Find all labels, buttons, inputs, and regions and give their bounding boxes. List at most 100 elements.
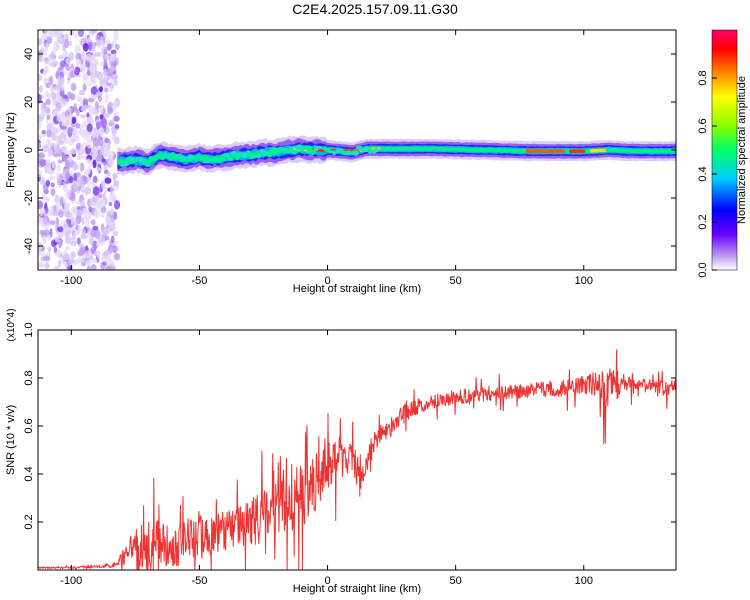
spectrogram-cell [93,208,101,219]
spectrogram-cell [113,200,121,210]
spectrogram-cell [41,103,46,108]
spectrogram-y-axis: -40 -20 0 20 40 [23,48,676,254]
spectrogram-cell [67,257,75,264]
spectrogram-cell [43,77,48,83]
colorbar-tick-label: 0.0 [697,262,709,277]
spectrogram-cell [180,155,187,161]
spectrogram-cell [101,82,107,88]
spectrogram-cell [87,80,92,87]
spectrogram-cell [82,83,87,92]
spectrogram-cell [80,114,87,119]
spectrogram-cell [94,61,99,67]
spectrogram-cell [81,234,88,239]
spectrogram-cell [108,157,115,167]
spectrogram-cell [39,158,46,167]
spectrogram-cell [38,94,42,104]
y-tick-label: 0.4 [23,466,35,481]
spectrogram-cell [92,186,100,196]
y-tick-label: -40 [23,238,35,254]
colorbar-tick-label: 0.4 [697,166,709,181]
spectrogram-cell [47,165,51,174]
spectrogram-cell [65,245,71,251]
spectrogram-cell [43,42,50,48]
spectrogram-cell [40,109,47,118]
spectrogram-cell [97,71,103,80]
colorbar-tick-label: 0.6 [697,118,709,133]
spectrogram-cell [68,155,73,163]
spectrogram-cell [84,250,91,259]
spectrogram-cell [41,194,46,202]
spectrogram-cell [75,122,81,129]
spectrogram-cell [102,191,106,202]
spectrogram-cell [104,93,109,103]
spectrogram-cell [50,182,55,188]
spectrogram-cell [42,255,50,261]
spectrogram-cell [83,129,88,135]
snr-y-label: SNR (10 * v/v) [5,405,17,475]
spectrogram-cell [104,177,112,184]
spectrogram-cell [96,154,103,162]
spectrogram-cell [58,139,65,146]
spectrogram-cell [95,242,102,247]
colorbar-label: Normalized spectral amplitude [736,76,748,224]
spectrogram-cell [112,172,117,182]
spectrogram-cell [92,175,98,183]
spectrogram-cell [80,50,85,61]
spectrogram-cell [84,219,90,229]
spectrogram-cell [65,159,71,167]
spectrogram-cell [60,146,67,152]
spectrogram-cell [50,188,56,197]
y-tick-label: 0.6 [23,418,35,433]
x-tick-label: -50 [191,575,207,587]
spectrogram-cell [70,149,74,154]
spectrogram-cell [55,72,59,80]
spectrogram-cell [76,237,81,245]
spectrogram-cell [95,121,101,129]
colorbar-ticks: 0.0 0.2 0.4 0.6 0.8 [697,70,717,278]
y-tick-label: 20 [23,96,35,108]
spectrogram-cell [66,71,71,79]
spectrogram-cell [223,153,230,157]
spectrogram-cell [64,192,72,199]
colorbar-gradient [711,29,738,271]
y-tick-label: 0 [23,147,35,153]
spectrogram-cell [74,44,81,54]
spectrogram-cell [55,103,62,112]
spectrogram-cell [331,150,337,155]
spectrogram-cell [309,149,317,155]
spectrogram-cell [101,255,106,261]
spectrogram-cell [148,155,155,162]
spectrogram-cell [38,152,46,159]
spectrogram-x-label: Height of straight line (km) [293,283,421,295]
spectrogram-cell [65,235,72,245]
spectrogram-cell [86,138,93,149]
spectrogram-cell [79,247,84,257]
spectrogram-cell [152,156,158,161]
spectrogram-cell [92,138,100,147]
spectrogram-cell [80,199,86,208]
x-tick-label: 100 [575,575,593,587]
spectrogram-cell [88,206,93,213]
spectrogram-cell [87,98,95,103]
spectrogram-cell [77,209,81,216]
spectrogram-cell [109,65,115,73]
spectrogram-cell [45,206,49,214]
spectrogram-cell [86,123,93,133]
spectrogram-cell [72,161,78,171]
spectrogram-cell [39,177,45,185]
spectrogram-cell [44,262,50,270]
spectrogram-cell [66,229,71,237]
spectrogram-cell [106,170,111,177]
spectrogram-cell [44,106,51,114]
spectrogram-cell [79,144,84,154]
spectrogram-cell [198,156,204,161]
spectrogram-cell [77,176,84,187]
spectrogram-cell [113,252,121,261]
spectrogram-cell [113,180,119,187]
spectrogram-cell [113,116,120,122]
spectrogram-cell [109,246,113,255]
spectrogram-cell [184,158,190,163]
spectrogram-cell [100,213,105,219]
spectrogram-cell [55,137,60,146]
spectrogram-cell [89,105,97,116]
